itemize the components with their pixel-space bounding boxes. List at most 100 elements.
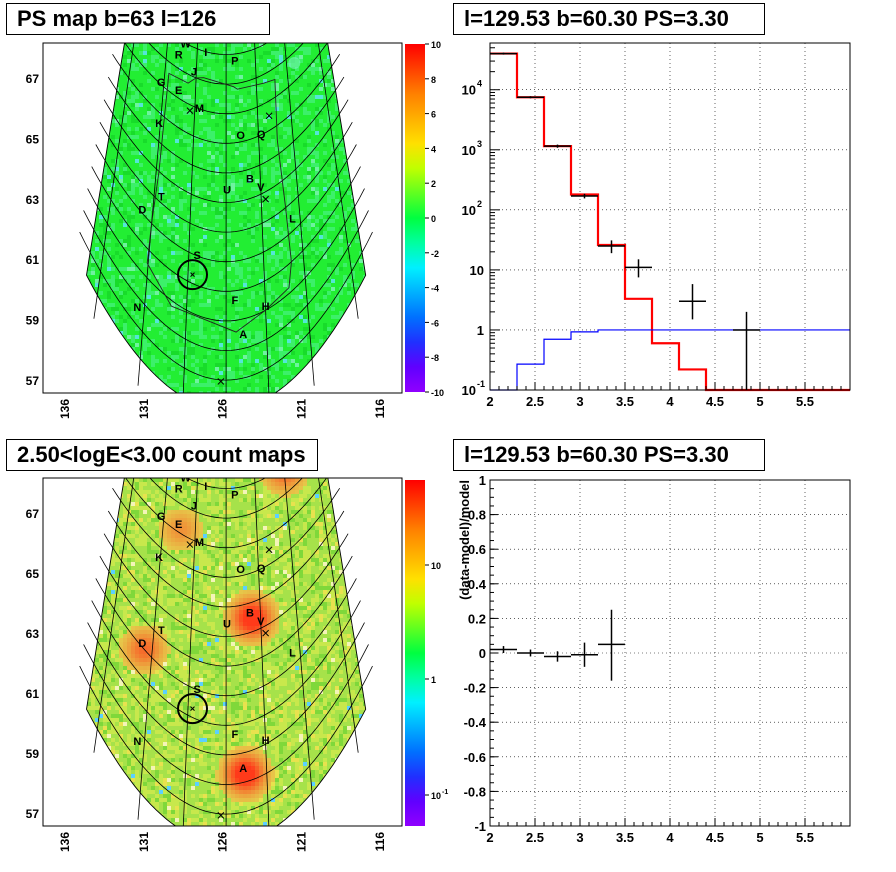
map-pixel — [111, 179, 115, 183]
map-pixel — [223, 211, 227, 215]
map-pixel — [351, 263, 355, 267]
map-pixel — [159, 203, 163, 207]
map-pixel — [167, 526, 171, 530]
map-pixel — [235, 542, 239, 546]
map-pixel — [191, 534, 195, 538]
map-pixel — [299, 163, 303, 167]
map-pixel — [227, 375, 231, 379]
map-pixel — [151, 155, 155, 159]
map-pixel — [247, 319, 251, 323]
map-pixel — [271, 606, 275, 610]
map-pixel — [131, 103, 135, 107]
map-pixel — [219, 478, 223, 482]
map-pixel — [235, 482, 239, 486]
map-pixel — [155, 95, 159, 99]
source-label-N: N — [133, 302, 141, 314]
map-pixel — [263, 387, 267, 391]
map-pixel — [247, 383, 251, 387]
map-pixel — [115, 283, 119, 287]
map-pixel — [187, 163, 191, 167]
map-pixel — [291, 626, 295, 630]
map-pixel — [155, 490, 159, 494]
map-pixel — [155, 211, 159, 215]
map-pixel — [311, 626, 315, 630]
map-pixel — [291, 538, 295, 542]
map-pixel — [311, 223, 315, 227]
map-pixel — [267, 59, 271, 63]
map-pixel — [307, 95, 311, 99]
map-pixel — [167, 538, 171, 542]
map-pixel — [287, 331, 291, 335]
map-pixel — [255, 267, 259, 271]
map-pixel — [163, 283, 167, 287]
map-pixel — [227, 95, 231, 99]
map-pixel — [251, 271, 255, 275]
map-pixel — [295, 79, 299, 83]
map-pixel — [275, 526, 279, 530]
map-pixel — [263, 570, 267, 574]
map-pixel — [199, 562, 203, 566]
map-pixel — [223, 67, 227, 71]
map-pixel — [291, 71, 295, 75]
map-pixel — [207, 506, 211, 510]
map-pixel — [235, 311, 239, 315]
map-pixel — [235, 578, 239, 582]
map-pixel — [143, 574, 147, 578]
map-pixel — [303, 570, 307, 574]
map-pixel — [143, 510, 147, 514]
map-pixel — [327, 255, 331, 259]
map-pixel — [211, 179, 215, 183]
map-pixel — [347, 279, 351, 283]
map-pixel — [231, 534, 235, 538]
map-pixel — [251, 83, 255, 87]
map-pixel — [227, 610, 231, 614]
map-pixel — [299, 558, 303, 562]
map-pixel — [343, 590, 347, 594]
map-pixel — [175, 79, 179, 83]
map-pixel — [235, 75, 239, 79]
map-pixel — [247, 598, 251, 602]
map-pixel — [211, 47, 215, 51]
map-pixel — [187, 622, 191, 626]
map-pixel — [91, 263, 95, 267]
map-pixel — [279, 486, 283, 490]
map-pixel — [231, 263, 235, 267]
map-pixel — [211, 99, 215, 103]
map-pixel — [127, 79, 131, 83]
map-pixel — [183, 522, 187, 526]
map-pixel — [239, 339, 243, 343]
map-pixel — [187, 331, 191, 335]
map-pixel — [199, 554, 203, 558]
map-pixel — [331, 167, 335, 171]
map-pixel — [159, 331, 163, 335]
map-pixel — [199, 239, 203, 243]
map-pixel — [139, 203, 143, 207]
map-pixel — [359, 267, 363, 271]
map-pixel — [287, 586, 291, 590]
map-pixel — [131, 522, 135, 526]
target-cross — [190, 272, 195, 278]
map-pixel — [111, 570, 115, 574]
map-pixel — [327, 99, 331, 103]
map-pixel — [267, 586, 271, 590]
map-pixel — [327, 610, 331, 614]
map-pixel — [175, 590, 179, 594]
map-pixel — [291, 375, 295, 379]
map-pixel — [111, 582, 115, 586]
map-pixel — [331, 566, 335, 570]
map-pixel — [203, 63, 207, 67]
map-pixel — [159, 155, 163, 159]
map-pixel — [171, 223, 175, 227]
map-pixel — [167, 514, 171, 518]
map-pixel — [199, 526, 203, 530]
map-pixel — [199, 303, 203, 307]
map-pixel — [327, 534, 331, 538]
map-pixel — [171, 514, 175, 518]
map-pixel — [107, 227, 111, 231]
source-label-T: T — [158, 191, 165, 203]
map-pixel — [207, 379, 211, 383]
map-pixel — [115, 594, 119, 598]
map-pixel — [203, 127, 207, 131]
map-pixel — [255, 391, 259, 393]
map-pixel — [243, 618, 247, 622]
